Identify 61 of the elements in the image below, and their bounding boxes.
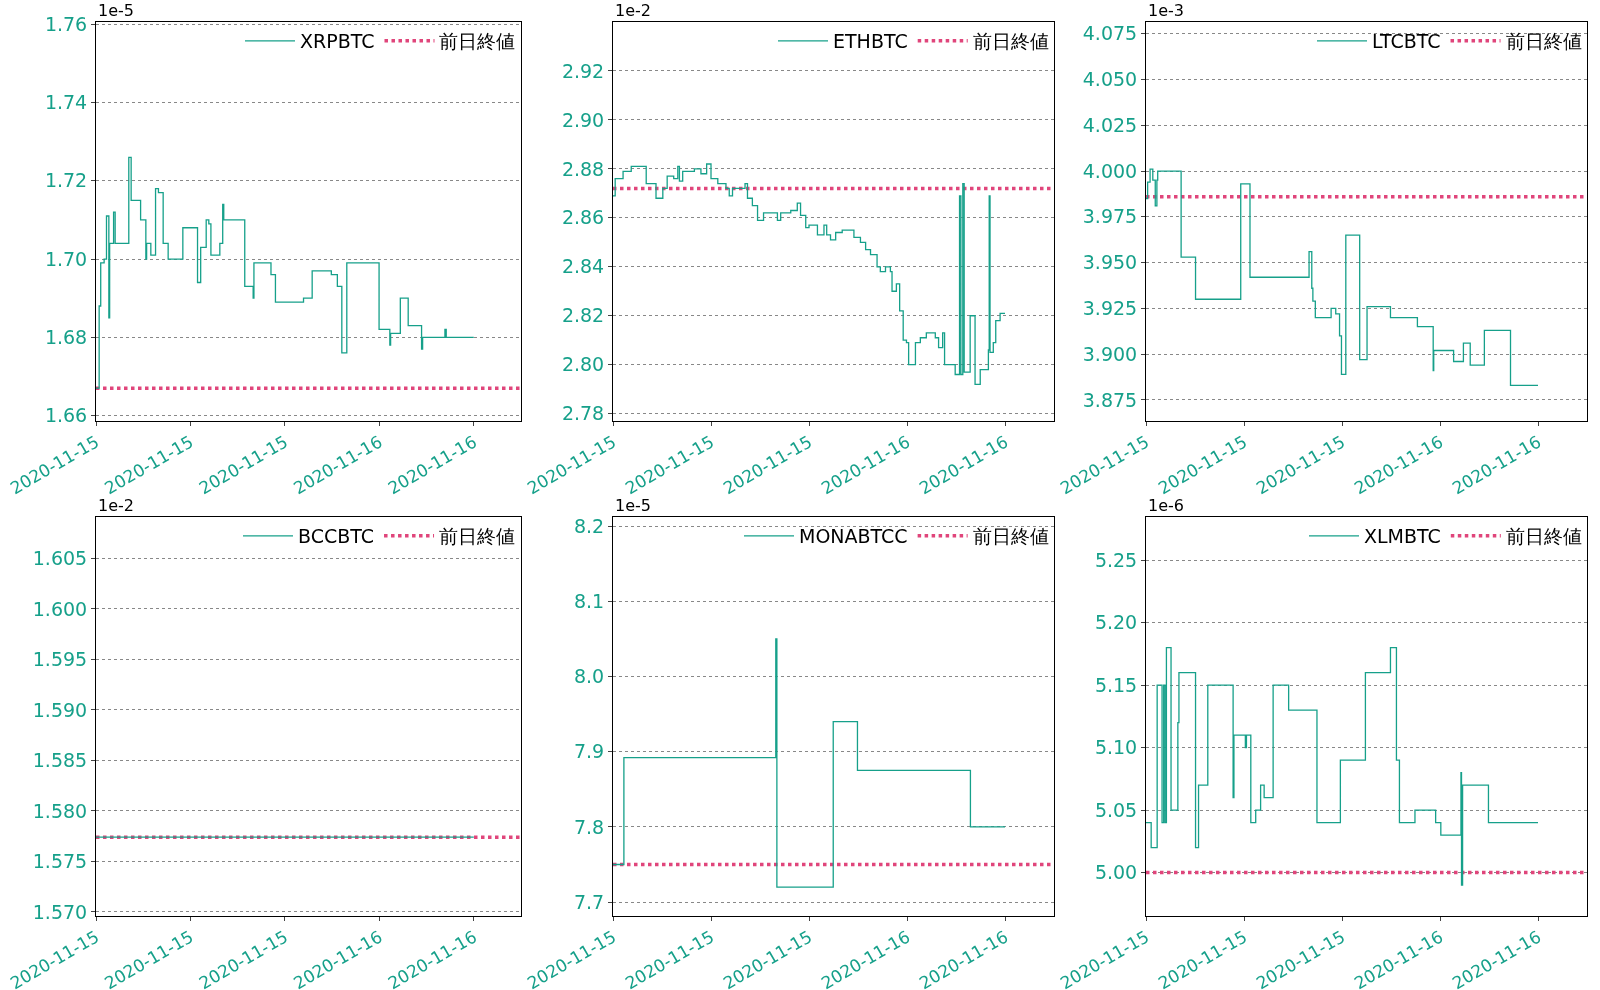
y-tick-label: 5.20	[1094, 611, 1138, 634]
y-tick-label: 8.1	[573, 589, 605, 612]
y-tick-label: 1.74	[44, 91, 88, 114]
y-tick-label: 3.875	[1082, 388, 1138, 411]
y-tick-label: 2.84	[561, 255, 605, 278]
legend-label: 前日終値	[1505, 30, 1582, 53]
y-tick-label: 1.76	[44, 13, 88, 35]
y-tick-label: 8.2	[573, 514, 605, 537]
y-tick-label: 2.92	[561, 59, 605, 82]
y-tick-label: 1.590	[32, 698, 88, 721]
y-tick-label: 4.075	[1082, 22, 1138, 45]
y-tick-label: 5.15	[1094, 673, 1138, 696]
y-tick-label: 1.580	[32, 799, 88, 822]
text: 1e-5	[615, 496, 651, 515]
legend-label: 前日終値	[972, 30, 1049, 53]
legend-label: BCCBTC	[298, 525, 375, 548]
legend-label: MONABTCC	[799, 525, 908, 548]
y-tick-label: 2.86	[561, 206, 605, 229]
y-tick-label: 7.8	[573, 815, 605, 838]
y-tick-label: 2.90	[561, 108, 605, 131]
y-tick-label: 3.925	[1082, 297, 1138, 320]
y-tick-label: 2.78	[561, 402, 605, 425]
y-tick-label: 1.585	[32, 749, 88, 772]
y-tick-label: 8.0	[573, 665, 605, 688]
y-tick-label: 5.10	[1094, 736, 1138, 759]
y-tick-label: 5.05	[1094, 798, 1138, 821]
y-tick-label: 1.70	[44, 247, 88, 270]
y-tick-label: 2.88	[561, 157, 605, 180]
y-tick-label: 1.595	[32, 648, 88, 671]
y-tick-label: 3.900	[1082, 342, 1138, 365]
y-tick-label: 4.025	[1082, 113, 1138, 136]
y-tick-label: 5.00	[1094, 861, 1138, 884]
y-tick-label: 1.72	[44, 169, 88, 192]
legend-label: 前日終値	[439, 30, 516, 53]
text: 1e-6	[1148, 496, 1184, 515]
legend-label: 前日終値	[439, 525, 516, 548]
y-tick-label: 1.575	[32, 850, 88, 873]
y-tick-label: 3.975	[1082, 205, 1138, 228]
legend-label: 前日終値	[972, 525, 1049, 548]
legend-label: LTCBTC	[1372, 30, 1441, 53]
y-tick-label: 2.80	[561, 353, 605, 376]
y-tick-label: 1.600	[32, 597, 88, 620]
legend-label: 前日終値	[1505, 525, 1582, 548]
legend-label: ETHBTC	[833, 30, 908, 53]
y-tick-label: 3.950	[1082, 251, 1138, 274]
legend-label: XRPBTC	[300, 30, 375, 53]
text: 1e-3	[1148, 1, 1184, 20]
y-tick-label: 7.7	[573, 890, 605, 913]
y-tick-label: 4.000	[1082, 159, 1138, 182]
y-tick-label: 1.68	[44, 325, 88, 348]
y-tick-label: 1.605	[32, 547, 88, 570]
text: 1e-2	[98, 496, 134, 515]
legend-label: XLMBTC	[1364, 525, 1441, 548]
text: 1e-2	[615, 1, 651, 20]
y-tick-label: 7.9	[573, 740, 605, 763]
y-tick-label: 4.050	[1082, 68, 1138, 91]
y-tick-label: 1.66	[44, 404, 88, 427]
y-tick-label: 1.570	[32, 900, 88, 923]
y-tick-label: 2.82	[561, 304, 605, 327]
y-tick-label: 5.25	[1094, 548, 1138, 571]
text: 1e-5	[98, 1, 134, 20]
